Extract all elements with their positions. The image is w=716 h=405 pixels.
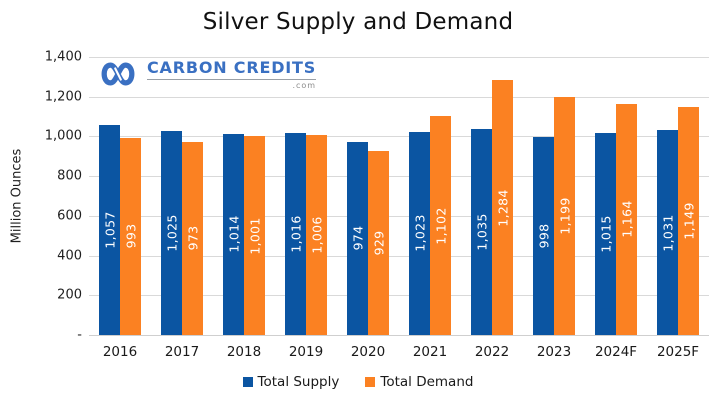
bar-value-label: 1,035 xyxy=(474,213,489,251)
gridline xyxy=(89,96,709,98)
y-tick-label: 200 xyxy=(57,287,82,303)
x-axis-label: 2020 xyxy=(350,344,386,360)
bar-total-supply: 1,023 xyxy=(409,131,430,335)
legend-item-total-demand: Total Demand xyxy=(365,374,473,390)
x-axis-label: 2024F xyxy=(594,344,638,360)
legend-swatch xyxy=(242,377,253,387)
x-axis-label: 2017 xyxy=(164,344,200,360)
carbon-credits-logo: CARBON CREDITS .com xyxy=(96,58,317,90)
bar-total-demand: 1,006 xyxy=(306,135,327,335)
bar-value-label: 1,001 xyxy=(247,216,262,255)
x-axis-label: 2025F xyxy=(656,344,700,360)
x-axis-label: 2022 xyxy=(474,344,510,360)
y-tick-label: 1,400 xyxy=(44,49,82,65)
bar-total-demand: 1,149 xyxy=(678,106,699,335)
y-tick-label: 600 xyxy=(57,208,82,224)
bar-total-supply: 1,035 xyxy=(471,129,492,335)
bar-value-label: 1,006 xyxy=(309,216,324,254)
y-tick-label: 400 xyxy=(57,248,82,264)
bar-total-supply: 1,014 xyxy=(223,133,244,335)
infinity-logo-icon xyxy=(101,62,135,86)
gridline xyxy=(89,57,709,58)
bar-value-label: 1,016 xyxy=(288,215,303,253)
bar-total-demand: 929 xyxy=(368,150,389,335)
bar-group-2016: 1,057 993 2016 xyxy=(89,57,151,360)
gridline xyxy=(89,335,709,336)
logo-text: CARBON CREDITS xyxy=(147,58,317,77)
bar-total-demand: 1,199 xyxy=(554,96,575,335)
y-axis-ticks: 1,400 1,200 1,000 800 600 400 200 - xyxy=(0,50,82,343)
bar-groups: 1,057 993 2016 1,025 973 2017 1,014 1,001 2018 1,… xyxy=(89,57,709,360)
x-axis-label: 2016 xyxy=(102,344,138,360)
gridline xyxy=(89,136,709,138)
bar-value-label: 1,023 xyxy=(412,214,427,253)
gridline xyxy=(89,176,709,178)
bar-group-2021: 1,023 1,102 2021 xyxy=(399,57,461,360)
legend-label: Total Supply xyxy=(257,374,340,390)
bar-value-label: 1,031 xyxy=(660,213,675,252)
logo-wordmark: CARBON CREDITS .com xyxy=(147,58,317,90)
bar-value-label: 1,014 xyxy=(226,215,241,253)
bar-group-2024F: 1,015 1,164 2024F xyxy=(585,57,647,360)
bar-value-label: 1,015 xyxy=(598,215,613,253)
bar-total-supply: 1,016 xyxy=(285,133,306,335)
bar-total-supply: 1,057 xyxy=(99,125,120,335)
bar-group-2017: 1,025 973 2017 xyxy=(151,57,213,360)
x-axis-label: 2021 xyxy=(412,344,448,360)
bar-total-demand: 1,001 xyxy=(244,136,265,335)
y-tick-label: 1,200 xyxy=(44,89,82,105)
bar-group-2025F: 1,031 1,149 2025F xyxy=(647,57,709,360)
bar-total-supply: 1,025 xyxy=(161,131,182,335)
bar-group-2020: 974 929 2020 xyxy=(337,57,399,360)
bar-value-label: 993 xyxy=(123,224,138,249)
bar-value-label: 1,102 xyxy=(433,206,448,245)
bar-value-label: 1,164 xyxy=(619,200,634,239)
bar-total-demand: 973 xyxy=(182,141,203,335)
bar-total-demand: 1,284 xyxy=(492,80,513,335)
bar-total-demand: 1,164 xyxy=(616,103,637,335)
bar-value-label: 974 xyxy=(350,225,365,251)
logo-underline: .com xyxy=(147,79,317,90)
legend-swatch xyxy=(365,377,376,387)
legend: Total Supply Total Demand xyxy=(0,374,716,390)
gridline xyxy=(89,295,709,297)
bar-value-label: 1,284 xyxy=(495,188,510,227)
bar-total-demand: 1,102 xyxy=(430,116,451,335)
bar-total-supply: 1,015 xyxy=(595,133,616,335)
bar-value-label: 1,149 xyxy=(681,202,696,240)
y-tick-label: - xyxy=(77,327,82,343)
legend-item-total-supply: Total Supply xyxy=(242,374,340,390)
bar-total-demand: 993 xyxy=(120,137,141,335)
x-axis-label: 2023 xyxy=(536,344,572,360)
legend-label: Total Demand xyxy=(380,374,474,390)
plot-area: 1,057 993 2016 1,025 973 2017 1,014 1,001 2018 1,… xyxy=(89,57,709,360)
bar-value-label: 998 xyxy=(536,223,551,249)
y-tick-label: 800 xyxy=(57,168,82,184)
x-axis-label: 2018 xyxy=(226,344,262,360)
y-tick-label: 1,000 xyxy=(44,128,82,144)
bar-value-label: 1,199 xyxy=(557,197,572,235)
bar-group-2019: 1,016 1,006 2019 xyxy=(275,57,337,360)
bar-group-2018: 1,014 1,001 2018 xyxy=(213,57,275,360)
bar-total-supply: 998 xyxy=(533,136,554,335)
bar-total-supply: 974 xyxy=(347,141,368,335)
gridline xyxy=(89,255,709,257)
bar-value-label: 973 xyxy=(185,226,200,251)
chart-title: Silver Supply and Demand xyxy=(202,9,514,35)
logo-dotcom: .com xyxy=(292,81,317,90)
bar-group-2022: 1,035 1,284 2022 xyxy=(461,57,523,360)
x-axis-label: 2019 xyxy=(288,344,324,360)
bar-total-supply: 1,031 xyxy=(657,130,678,335)
bar-value-label: 929 xyxy=(371,230,386,256)
gridline xyxy=(89,215,709,217)
bar-group-2023: 998 1,199 2023 xyxy=(523,57,585,360)
bar-value-label: 1,057 xyxy=(102,211,117,249)
bar-value-label: 1,025 xyxy=(164,214,179,252)
